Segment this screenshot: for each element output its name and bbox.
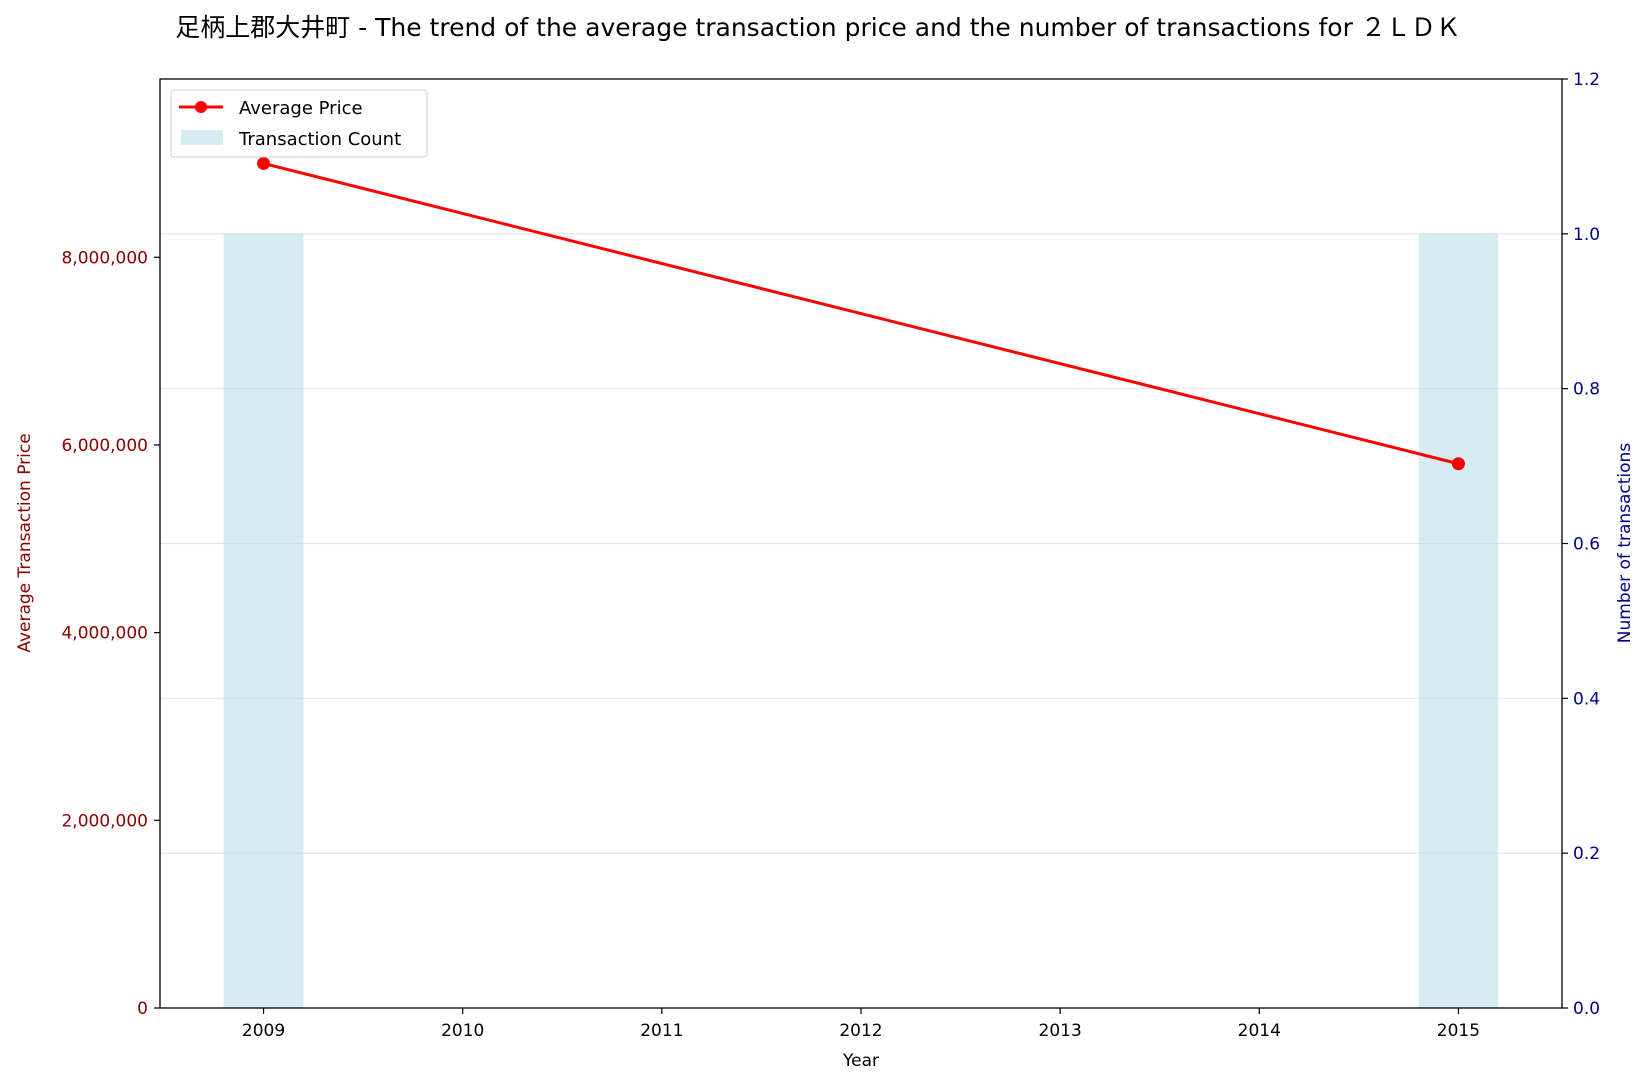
- left-tick-label: 0: [137, 999, 148, 1019]
- x-tick-label: 2010: [441, 1021, 484, 1041]
- right-tick-label: 0.2: [1573, 844, 1600, 864]
- x-axis-ticks: 2009 2010 2011 2012 2013 2014 2015: [242, 1008, 1480, 1041]
- right-axis-ticks: 0.0 0.2 0.4 0.6 0.8 1.0 1.2: [1562, 70, 1600, 1019]
- x-tick-label: 2013: [1039, 1021, 1082, 1041]
- legend-label-transaction-count: Transaction Count: [238, 129, 401, 150]
- x-tick-label: 2012: [839, 1021, 882, 1041]
- right-tick-label: 0.6: [1573, 535, 1600, 555]
- right-tick-label: 0.0: [1573, 999, 1600, 1019]
- bar-2015: [1418, 233, 1499, 1009]
- gridlines: [160, 233, 1562, 854]
- right-tick-label: 1.0: [1573, 225, 1600, 245]
- line-series: [257, 156, 1465, 471]
- right-axis-label: Number of transactions: [1615, 443, 1635, 644]
- right-tick-label: 0.4: [1573, 689, 1600, 709]
- legend-box: [170, 89, 428, 158]
- x-axis-label: Year: [842, 1051, 879, 1071]
- left-axis-ticks: 0 2,000,000 4,000,000 6,000,000 8,000,000: [61, 248, 160, 1019]
- legend: Average Price Transaction Count: [170, 89, 428, 158]
- legend-marker-swatch: [195, 101, 207, 113]
- legend-bar-swatch: [181, 130, 223, 145]
- average-price-point-2009: [257, 156, 271, 170]
- average-price-line: [263, 161, 1459, 466]
- legend-label-average-price: Average Price: [239, 98, 363, 119]
- left-tick-label: 6,000,000: [61, 436, 148, 456]
- x-tick-label: 2014: [1238, 1021, 1281, 1041]
- left-tick-label: 8,000,000: [61, 248, 148, 268]
- right-tick-label: 1.2: [1573, 70, 1600, 90]
- average-price-point-2015: [1451, 457, 1465, 471]
- right-tick-label: 0.8: [1573, 380, 1600, 400]
- left-axis-label: Average Transaction Price: [15, 433, 35, 652]
- x-tick-label: 2015: [1437, 1021, 1480, 1041]
- chart-title: 足柄上郡大井町 - The trend of the average trans…: [175, 13, 1461, 42]
- left-tick-label: 2,000,000: [61, 811, 148, 831]
- x-tick-label: 2011: [640, 1021, 683, 1041]
- bar-series: [223, 233, 1499, 1009]
- bar-2009: [223, 233, 304, 1009]
- x-tick-label: 2009: [242, 1021, 285, 1041]
- left-tick-label: 4,000,000: [61, 624, 148, 644]
